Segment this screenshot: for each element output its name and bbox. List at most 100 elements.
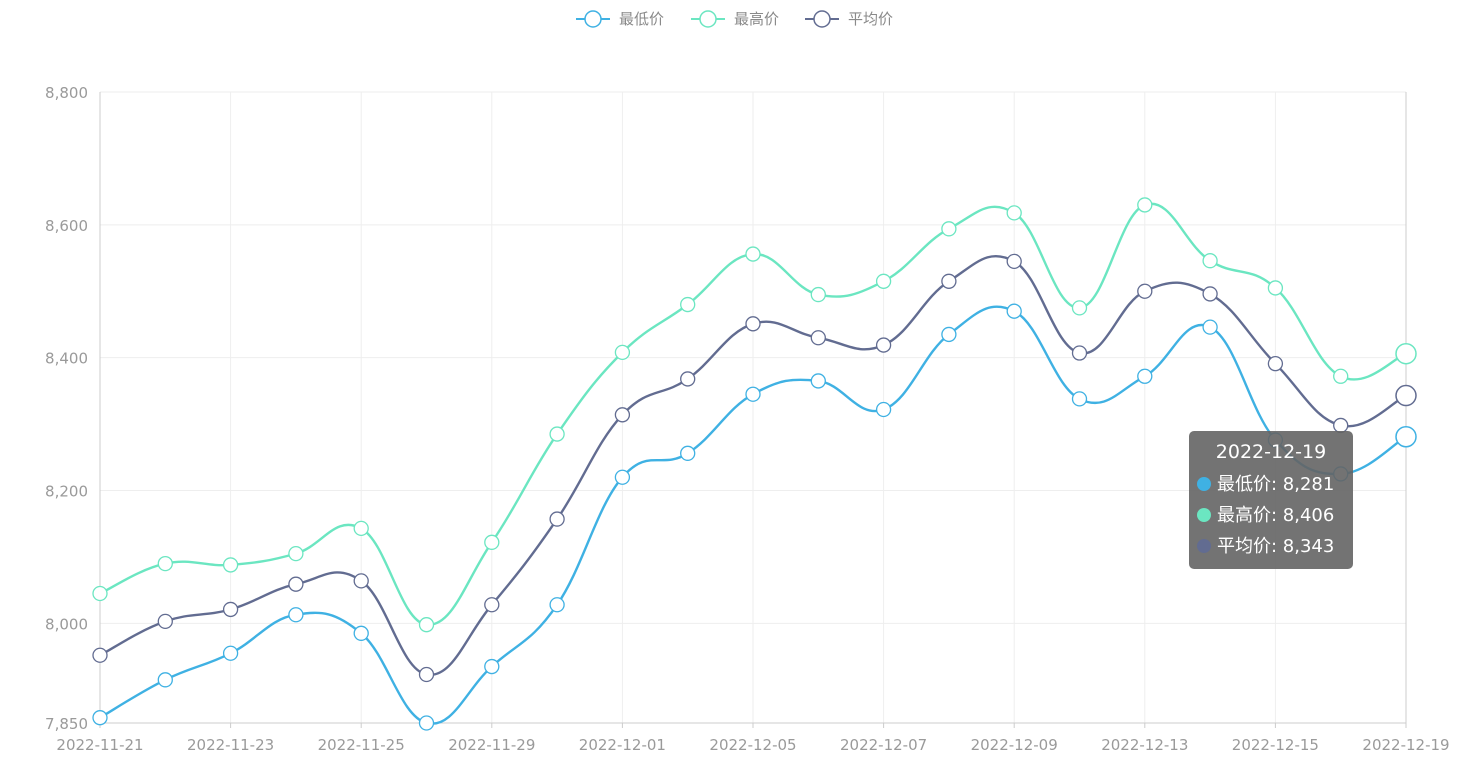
data-point[interactable] bbox=[484, 534, 500, 550]
data-point[interactable] bbox=[418, 666, 435, 683]
data-point[interactable] bbox=[810, 373, 826, 389]
data-point[interactable] bbox=[1137, 197, 1153, 213]
data-point[interactable] bbox=[680, 445, 696, 461]
data-point[interactable] bbox=[1137, 368, 1153, 384]
data-point[interactable] bbox=[222, 557, 239, 573]
legend-label: 最低价 bbox=[619, 10, 664, 28]
data-point[interactable] bbox=[288, 607, 304, 623]
data-point[interactable] bbox=[875, 273, 892, 289]
data-point[interactable] bbox=[1137, 283, 1153, 299]
legend-label: 平均价 bbox=[848, 10, 893, 28]
data-point[interactable] bbox=[157, 613, 173, 630]
data-point[interactable] bbox=[222, 645, 239, 661]
y-tick-label: 8,200 bbox=[45, 483, 88, 501]
data-point[interactable] bbox=[614, 407, 631, 423]
data-point[interactable] bbox=[418, 617, 435, 633]
data-point[interactable] bbox=[745, 386, 761, 402]
data-point[interactable] bbox=[353, 625, 369, 641]
data-point[interactable] bbox=[157, 555, 173, 572]
data-point[interactable] bbox=[1202, 253, 1218, 269]
tooltip-row-avg: 平均价: 8,343 bbox=[1197, 531, 1345, 562]
data-point[interactable] bbox=[941, 326, 957, 343]
data-point[interactable] bbox=[680, 371, 696, 387]
data-point[interactable] bbox=[1006, 303, 1022, 319]
data-point[interactable] bbox=[1071, 300, 1088, 316]
data-point[interactable] bbox=[484, 597, 500, 613]
x-tick-label: 2022-12-07 bbox=[840, 736, 927, 754]
y-tick-label: 8,600 bbox=[45, 217, 88, 235]
tooltip: 2022-12-19 最低价: 8,281 最高价: 8,406 平均价: 8,… bbox=[1189, 431, 1353, 569]
series-high bbox=[92, 197, 1417, 633]
data-point[interactable] bbox=[1333, 368, 1349, 384]
data-point[interactable] bbox=[941, 221, 957, 237]
data-point[interactable] bbox=[353, 573, 369, 589]
y-tick-label: 7,850 bbox=[45, 715, 88, 733]
data-point[interactable] bbox=[680, 296, 696, 313]
data-point[interactable] bbox=[1071, 345, 1088, 361]
data-point[interactable] bbox=[941, 273, 957, 289]
x-tick-label: 2022-12-13 bbox=[1101, 736, 1188, 754]
data-point[interactable] bbox=[549, 511, 565, 527]
data-point[interactable] bbox=[1071, 391, 1088, 407]
data-point[interactable] bbox=[1006, 205, 1022, 221]
data-point[interactable] bbox=[222, 601, 239, 618]
tooltip-row-text: 最高价: 8,406 bbox=[1217, 505, 1335, 526]
legend[interactable]: 最低价 最高价 平均价 bbox=[576, 10, 893, 28]
data-point[interactable] bbox=[484, 658, 500, 675]
data-point[interactable] bbox=[614, 344, 631, 361]
data-point[interactable] bbox=[1202, 286, 1218, 302]
tooltip-row-text: 平均价: 8,343 bbox=[1217, 536, 1335, 557]
data-point[interactable] bbox=[1267, 356, 1284, 372]
data-point[interactable] bbox=[745, 246, 761, 262]
legend-marker bbox=[584, 10, 602, 28]
tooltip-row-text: 最低价: 8,281 bbox=[1217, 474, 1335, 495]
legend-marker bbox=[813, 10, 831, 28]
axes: 8,800 8,600 8,400 8,200 8,000 7,850 2022-11-21… bbox=[45, 84, 1450, 754]
data-point[interactable] bbox=[418, 715, 435, 731]
series-layer bbox=[92, 197, 1417, 731]
series-avg bbox=[92, 253, 1417, 683]
data-point[interactable] bbox=[92, 647, 108, 663]
data-point[interactable] bbox=[745, 316, 761, 332]
x-tick-label: 2022-12-01 bbox=[579, 736, 666, 754]
tooltip-title: 2022-12-19 bbox=[1215, 441, 1327, 463]
data-point[interactable] bbox=[1395, 425, 1417, 448]
data-point[interactable] bbox=[1395, 384, 1417, 407]
y-tick-label: 8,400 bbox=[45, 350, 88, 368]
series-color-dot bbox=[1197, 508, 1211, 522]
grid bbox=[100, 91, 1406, 723]
x-tick-label: 2022-11-23 bbox=[187, 736, 274, 754]
data-point[interactable] bbox=[92, 710, 108, 726]
legend-item[interactable]: 最低价 bbox=[576, 10, 664, 28]
data-point[interactable] bbox=[288, 576, 304, 592]
data-point[interactable] bbox=[614, 469, 631, 485]
tooltip-row-high: 最高价: 8,406 bbox=[1197, 500, 1345, 531]
y-tick-label: 8,000 bbox=[45, 615, 88, 633]
data-point[interactable] bbox=[549, 597, 565, 613]
x-tick-label: 2022-12-19 bbox=[1362, 736, 1449, 754]
series-color-dot bbox=[1197, 477, 1211, 491]
data-point[interactable] bbox=[875, 337, 892, 353]
data-point[interactable] bbox=[875, 401, 892, 418]
data-point[interactable] bbox=[1202, 319, 1218, 335]
x-tick-label: 2022-12-15 bbox=[1232, 736, 1319, 754]
x-tick-label: 2022-11-25 bbox=[318, 736, 405, 754]
data-point[interactable] bbox=[157, 672, 173, 688]
tooltip-row-low: 最低价: 8,281 bbox=[1197, 469, 1345, 500]
legend-item[interactable]: 平均价 bbox=[805, 10, 893, 28]
x-tick-label: 2022-11-21 bbox=[56, 736, 143, 754]
data-point[interactable] bbox=[288, 545, 304, 562]
data-point[interactable] bbox=[810, 286, 826, 303]
legend-item[interactable]: 最高价 bbox=[691, 10, 779, 28]
x-tick-label: 2022-11-29 bbox=[448, 736, 535, 754]
series-color-dot bbox=[1197, 539, 1211, 553]
data-point[interactable] bbox=[353, 520, 369, 537]
data-point[interactable] bbox=[1395, 342, 1417, 365]
data-point[interactable] bbox=[1006, 253, 1022, 270]
data-point[interactable] bbox=[92, 585, 108, 602]
data-point[interactable] bbox=[549, 426, 565, 442]
data-point[interactable] bbox=[1267, 280, 1284, 296]
data-point[interactable] bbox=[810, 330, 826, 346]
